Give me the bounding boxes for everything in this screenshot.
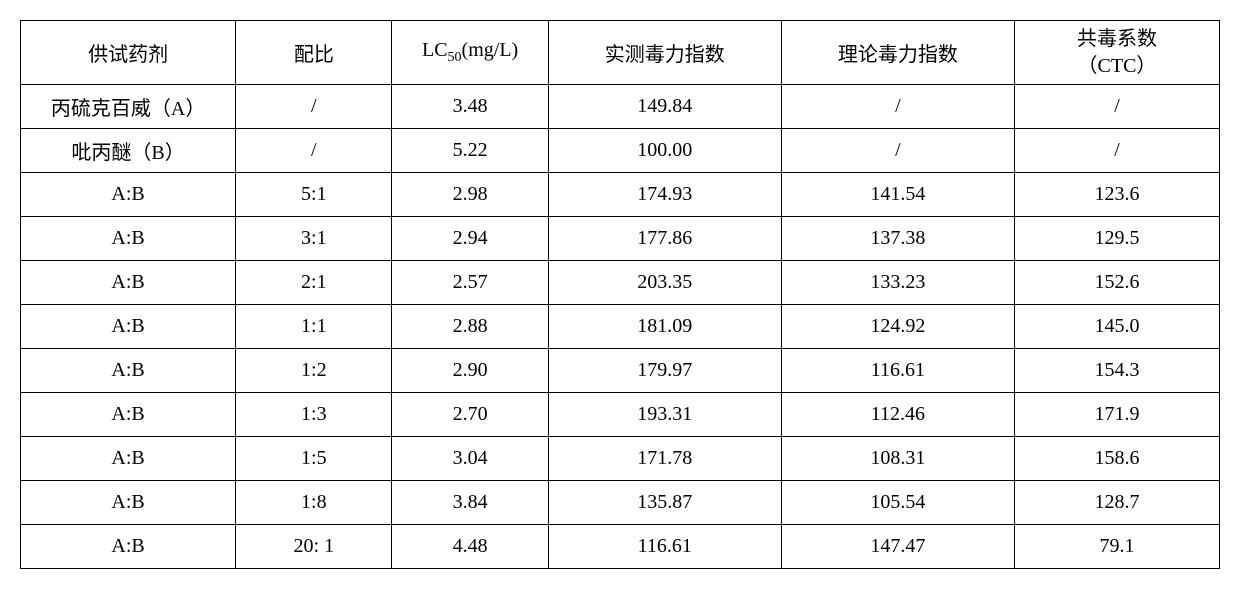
cell-agent: A:B (21, 481, 236, 525)
table-row: A:B 20: 1 4.48 116.61 147.47 79.1 (21, 525, 1220, 569)
cell-mti: 171.78 (548, 437, 781, 481)
table-row: 丙硫克百威（A） / 3.48 149.84 / / (21, 85, 1220, 129)
cell-tti: 137.38 (781, 217, 1014, 261)
cell-mti: 135.87 (548, 481, 781, 525)
cell-agent: A:B (21, 261, 236, 305)
cell-agent: A:B (21, 173, 236, 217)
cell-lc50: 2.90 (392, 349, 548, 393)
cell-lc50: 2.88 (392, 305, 548, 349)
cell-mti: 179.97 (548, 349, 781, 393)
cell-ratio: 1:3 (236, 393, 392, 437)
table-row: A:B 1:2 2.90 179.97 116.61 154.3 (21, 349, 1220, 393)
cell-lc50: 4.48 (392, 525, 548, 569)
cell-agent: A:B (21, 305, 236, 349)
cell-ratio: / (236, 129, 392, 173)
table-row: A:B 5:1 2.98 174.93 141.54 123.6 (21, 173, 1220, 217)
cell-tti: 147.47 (781, 525, 1014, 569)
col-header-tti: 理论毒力指数 (781, 21, 1014, 85)
cell-ratio: 1:2 (236, 349, 392, 393)
cell-ctc: 79.1 (1014, 525, 1219, 569)
cell-agent: 吡丙醚（B） (21, 129, 236, 173)
cell-ctc: 154.3 (1014, 349, 1219, 393)
cell-mti: 149.84 (548, 85, 781, 129)
cell-mti: 174.93 (548, 173, 781, 217)
cell-ctc: / (1014, 85, 1219, 129)
toxicity-table: 供试药剂 配比 LC50(mg/L) 实测毒力指数 理论毒力指数 共毒系数（CT… (20, 20, 1220, 569)
cell-ctc: 158.6 (1014, 437, 1219, 481)
col-header-mti: 实测毒力指数 (548, 21, 781, 85)
cell-lc50: 2.70 (392, 393, 548, 437)
col-header-ctc: 共毒系数（CTC） (1014, 21, 1219, 85)
cell-mti: 116.61 (548, 525, 781, 569)
cell-ctc: / (1014, 129, 1219, 173)
cell-ratio: 1:1 (236, 305, 392, 349)
cell-ratio: 5:1 (236, 173, 392, 217)
cell-ratio: 1:5 (236, 437, 392, 481)
cell-agent: A:B (21, 349, 236, 393)
cell-tti: / (781, 85, 1014, 129)
cell-mti: 203.35 (548, 261, 781, 305)
cell-ratio: 20: 1 (236, 525, 392, 569)
cell-mti: 177.86 (548, 217, 781, 261)
cell-tti: 116.61 (781, 349, 1014, 393)
cell-tti: 133.23 (781, 261, 1014, 305)
table-row: A:B 1:3 2.70 193.31 112.46 171.9 (21, 393, 1220, 437)
cell-ctc: 129.5 (1014, 217, 1219, 261)
cell-lc50: 3.04 (392, 437, 548, 481)
cell-mti: 100.00 (548, 129, 781, 173)
cell-agent: 丙硫克百威（A） (21, 85, 236, 129)
cell-agent: A:B (21, 393, 236, 437)
cell-lc50: 2.57 (392, 261, 548, 305)
cell-tti: 141.54 (781, 173, 1014, 217)
cell-tti: / (781, 129, 1014, 173)
col-header-ratio: 配比 (236, 21, 392, 85)
cell-ctc: 123.6 (1014, 173, 1219, 217)
table-row: A:B 1:8 3.84 135.87 105.54 128.7 (21, 481, 1220, 525)
table-row: A:B 1:5 3.04 171.78 108.31 158.6 (21, 437, 1220, 481)
cell-mti: 181.09 (548, 305, 781, 349)
col-header-agent: 供试药剂 (21, 21, 236, 85)
cell-ratio: / (236, 85, 392, 129)
cell-agent: A:B (21, 437, 236, 481)
cell-ratio: 2:1 (236, 261, 392, 305)
col-header-lc50: LC50(mg/L) (392, 21, 548, 85)
cell-ctc: 145.0 (1014, 305, 1219, 349)
table-row: A:B 1:1 2.88 181.09 124.92 145.0 (21, 305, 1220, 349)
cell-tti: 105.54 (781, 481, 1014, 525)
cell-lc50: 2.94 (392, 217, 548, 261)
table-row: A:B 3:1 2.94 177.86 137.38 129.5 (21, 217, 1220, 261)
table-body: 丙硫克百威（A） / 3.48 149.84 / / 吡丙醚（B） / 5.22… (21, 85, 1220, 569)
table-row: A:B 2:1 2.57 203.35 133.23 152.6 (21, 261, 1220, 305)
cell-ctc: 171.9 (1014, 393, 1219, 437)
cell-lc50: 3.48 (392, 85, 548, 129)
cell-tti: 108.31 (781, 437, 1014, 481)
cell-tti: 124.92 (781, 305, 1014, 349)
cell-agent: A:B (21, 217, 236, 261)
cell-lc50: 5.22 (392, 129, 548, 173)
cell-ratio: 1:8 (236, 481, 392, 525)
cell-lc50: 2.98 (392, 173, 548, 217)
cell-ctc: 152.6 (1014, 261, 1219, 305)
cell-mti: 193.31 (548, 393, 781, 437)
cell-ratio: 3:1 (236, 217, 392, 261)
cell-agent: A:B (21, 525, 236, 569)
table-row: 吡丙醚（B） / 5.22 100.00 / / (21, 129, 1220, 173)
cell-tti: 112.46 (781, 393, 1014, 437)
table-header-row: 供试药剂 配比 LC50(mg/L) 实测毒力指数 理论毒力指数 共毒系数（CT… (21, 21, 1220, 85)
cell-lc50: 3.84 (392, 481, 548, 525)
cell-ctc: 128.7 (1014, 481, 1219, 525)
